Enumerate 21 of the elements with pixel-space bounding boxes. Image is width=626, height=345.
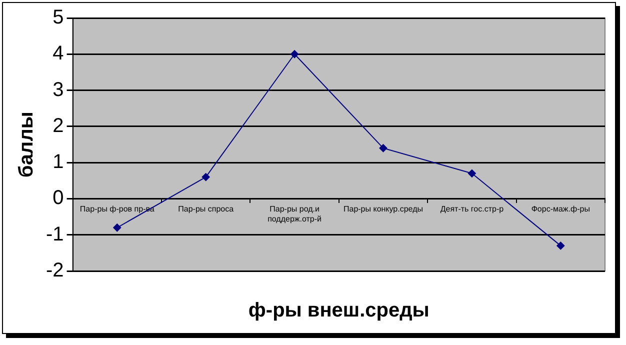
y-tick-label: -2 [46,260,64,282]
x-tick-label: Форс-маж.ф-ры [531,204,590,214]
x-tick-label: Пар-ры спроса [178,204,234,214]
x-axis-title: ф-ры внеш.среды [248,300,430,322]
x-tick-label: Пар-ры род.и поддерж.отр-й [268,204,322,224]
y-tick-label: 4 [52,42,64,65]
y-tick-label: 3 [52,78,64,101]
point [113,224,122,232]
y-tick-label: -1 [46,223,64,246]
point [290,50,299,58]
point [202,173,210,182]
y-tick-label: 0 [52,187,64,210]
y-axis-title: баллы [16,112,38,178]
y-tick-label: 1 [52,151,64,174]
y-tick-label: 5 [52,6,64,29]
x-tick-label: Пар-ры конкур.среды [343,204,424,214]
point [468,169,476,178]
point [556,242,565,250]
x-tick-label: Деят-ть гос.стр-р [440,204,504,214]
y-tick-label: 2 [52,114,64,137]
point [379,144,388,152]
